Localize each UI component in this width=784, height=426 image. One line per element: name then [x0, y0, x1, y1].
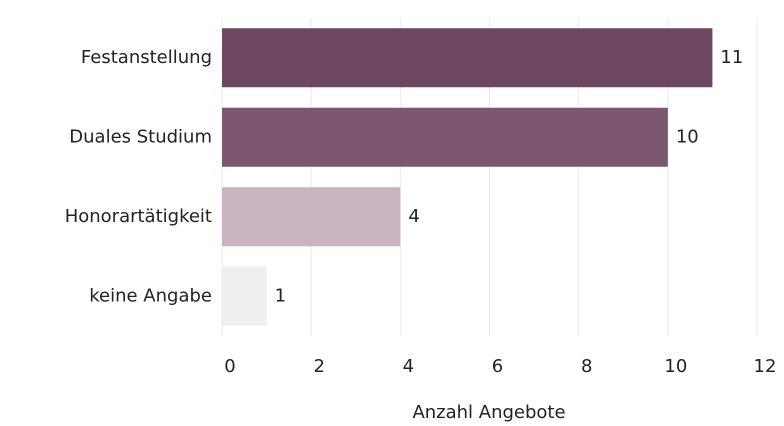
data-label: 11: [720, 47, 743, 68]
bar: [222, 107, 668, 167]
y-tick-label: keine Angabe: [89, 285, 212, 306]
bar: [222, 187, 401, 247]
y-tick-label: Honorartätigkeit: [65, 206, 212, 227]
x-tick-label: 10: [664, 356, 687, 377]
bar: [222, 266, 267, 326]
data-label: 10: [676, 126, 699, 147]
data-label: 4: [408, 206, 419, 227]
x-tick-label: 8: [581, 356, 592, 377]
y-tick-label: Festanstellung: [81, 47, 212, 68]
x-tick-label: 4: [403, 356, 414, 377]
bar: [222, 28, 713, 88]
x-tick-label: 6: [492, 356, 503, 377]
data-label: 1: [275, 285, 286, 306]
x-tick-label: 2: [313, 356, 324, 377]
x-axis-label: Anzahl Angebote: [412, 402, 565, 423]
x-tick-label: 0: [224, 356, 235, 377]
x-tick-label: 12: [754, 356, 777, 377]
y-tick-label: Duales Studium: [69, 126, 212, 147]
